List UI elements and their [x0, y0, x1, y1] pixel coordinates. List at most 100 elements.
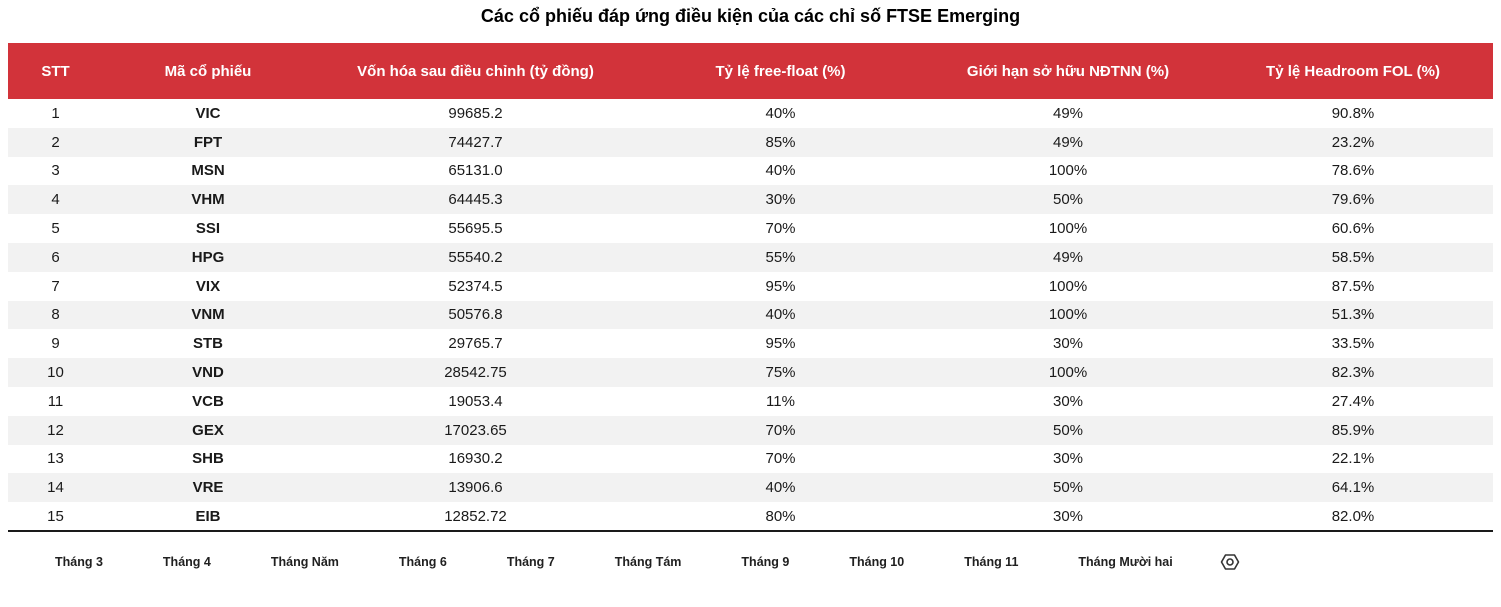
table-row: 13 SHB 16930.2 70% 30% 22.1%: [8, 445, 1493, 474]
cell-fol: 50%: [1052, 479, 1084, 497]
column-header-fol-limit: Giới hạn sở hữu NĐTNN (%): [923, 43, 1213, 99]
cell-code: VNM: [191, 306, 225, 324]
cell-stt: 12: [47, 421, 64, 439]
table-body: 1 VIC 99685.2 40% 49% 90.8% 2 FPT 74427.7 85% 49% 2…: [8, 99, 1493, 531]
cell-freefloat: 70%: [765, 450, 796, 468]
cell-fol: 30%: [1052, 392, 1084, 410]
sheet-tab[interactable]: Tháng 11: [964, 554, 1019, 569]
cell-stt: 5: [51, 220, 60, 238]
cell-stt: 3: [51, 162, 60, 180]
sheet-tab[interactable]: Tháng Tám: [614, 554, 682, 569]
cell-headroom: 64.1%: [1331, 479, 1375, 497]
cell-freefloat: 85%: [765, 133, 796, 151]
cell-freefloat: 40%: [765, 104, 796, 122]
table-row: 7 VIX 52374.5 95% 100% 87.5%: [8, 272, 1493, 301]
cell-stt: 8: [51, 306, 60, 324]
table-row: 11 VCB 19053.4 11% 30% 27.4%: [8, 387, 1493, 416]
sheet-tab[interactable]: Tháng 10: [849, 554, 905, 569]
page-title: Các cổ phiếu đáp ứng điều kiện của các c…: [480, 6, 1021, 26]
cell-stt: 13: [47, 450, 64, 468]
cell-headroom: 78.6%: [1331, 162, 1375, 180]
cell-freefloat: 40%: [765, 479, 796, 497]
cell-fol: 100%: [1048, 306, 1088, 324]
cell-cap: 64445.3: [448, 191, 503, 209]
cell-stt: 11: [47, 392, 64, 410]
stocks-table: STT Mã cổ phiếu Vốn hóa sau điều chỉnh (…: [8, 43, 1493, 532]
table-row: 2 FPT 74427.7 85% 49% 23.2%: [8, 127, 1493, 157]
cell-fol: 30%: [1052, 507, 1084, 525]
cell-freefloat: 30%: [765, 191, 796, 209]
cell-headroom: 90.8%: [1331, 104, 1375, 122]
cell-code: GEX: [192, 421, 224, 439]
sheet-tab-bar: Tháng 3 Tháng 4 Tháng Năm Tháng 6 Tháng 7 Thá…: [0, 552, 1501, 572]
cell-freefloat: 70%: [765, 421, 796, 439]
cell-code: EIB: [195, 507, 221, 525]
cell-fol: 49%: [1052, 104, 1084, 122]
sheet-tab[interactable]: Tháng 7: [506, 554, 555, 569]
cell-cap: 65131.0: [448, 162, 503, 180]
cell-freefloat: 40%: [765, 306, 796, 324]
cell-freefloat: 80%: [765, 507, 796, 525]
sheet-tab[interactable]: Tháng 6: [398, 554, 447, 569]
cell-freefloat: 55%: [765, 248, 796, 266]
cell-stt: 4: [51, 191, 60, 209]
cell-code: VRE: [192, 479, 224, 497]
nut-settings-icon[interactable]: [1219, 552, 1241, 572]
cell-fol: 30%: [1052, 335, 1084, 353]
cell-cap: 13906.6: [448, 479, 503, 497]
table-row: 12 GEX 17023.65 70% 50% 85.9%: [8, 415, 1493, 445]
cell-cap: 17023.65: [444, 421, 507, 439]
cell-fol: 100%: [1048, 277, 1088, 295]
cell-headroom: 33.5%: [1331, 335, 1375, 353]
sheet-tab[interactable]: Tháng Mười hai: [1078, 554, 1173, 569]
table-row: 8 VNM 50576.8 40% 100% 51.3%: [8, 300, 1493, 330]
cell-cap: 55540.2: [448, 248, 503, 266]
sheet-tab[interactable]: Tháng 9: [741, 554, 790, 569]
cell-headroom: 79.6%: [1331, 191, 1375, 209]
cell-stt: 15: [47, 507, 64, 525]
cell-fol: 100%: [1048, 220, 1088, 238]
cell-headroom: 51.3%: [1331, 306, 1375, 324]
cell-code: HPG: [191, 248, 225, 266]
table-row: 6 HPG 55540.2 55% 49% 58.5%: [8, 242, 1493, 272]
cell-code: VHM: [191, 191, 225, 209]
cell-code: STB: [193, 335, 223, 353]
column-header-headroom: Tỷ lệ Headroom FOL (%): [1213, 43, 1493, 99]
cell-code: VCB: [192, 392, 224, 410]
cell-headroom: 85.9%: [1331, 421, 1375, 439]
cell-stt: 6: [51, 248, 60, 266]
sheet-tab[interactable]: Tháng 4: [162, 554, 211, 569]
cell-cap: 19053.4: [448, 392, 503, 410]
sheet-tabs: Tháng 3 Tháng 4 Tháng Năm Tháng 6 Tháng 7 Thá…: [55, 555, 1173, 569]
table-row: 3 MSN 65131.0 40% 100% 78.6%: [8, 157, 1493, 186]
cell-freefloat: 95%: [765, 277, 796, 295]
table-row: 14 VRE 13906.6 40% 50% 64.1%: [8, 473, 1493, 503]
table-row: 10 VND 28542.75 75% 100% 82.3%: [8, 358, 1493, 387]
table-row: 5 SSI 55695.5 70% 100% 60.6%: [8, 214, 1493, 243]
column-header-stt: STT: [8, 43, 103, 99]
cell-stt: 9: [51, 335, 60, 353]
cell-stt: 1: [51, 104, 60, 122]
sheet-tab[interactable]: Tháng Năm: [270, 554, 339, 569]
table-row: 1 VIC 99685.2 40% 49% 90.8%: [8, 99, 1493, 128]
cell-fol: 100%: [1048, 162, 1088, 180]
cell-code: VIX: [195, 277, 221, 295]
cell-headroom: 23.2%: [1331, 133, 1375, 151]
cell-headroom: 27.4%: [1331, 392, 1375, 410]
column-header-code: Mã cổ phiếu: [103, 43, 313, 99]
cell-code: VIC: [195, 104, 221, 122]
cell-cap: 99685.2: [448, 104, 503, 122]
cell-headroom: 60.6%: [1331, 220, 1375, 238]
cell-cap: 28542.75: [444, 364, 507, 382]
sheet-tab[interactable]: Tháng 3: [55, 554, 103, 569]
cell-cap: 12852.72: [444, 507, 507, 525]
cell-headroom: 82.0%: [1331, 507, 1375, 525]
cell-freefloat: 70%: [765, 220, 796, 238]
cell-code: SSI: [195, 220, 221, 238]
column-header-freefloat: Tỷ lệ free-float (%): [638, 43, 923, 99]
cell-headroom: 58.5%: [1331, 248, 1375, 266]
column-header-marketcap: Vốn hóa sau điều chỉnh (tỷ đồng): [313, 43, 638, 99]
cell-stt: 14: [47, 479, 64, 497]
cell-cap: 74427.7: [448, 133, 503, 151]
cell-stt: 2: [51, 133, 60, 151]
